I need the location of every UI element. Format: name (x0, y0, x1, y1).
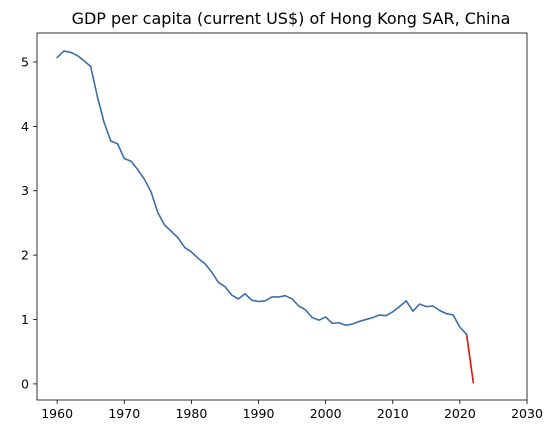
x-tick-label: 1960 (41, 406, 73, 421)
x-tick-label: 2020 (444, 406, 476, 421)
x-tick-label: 2010 (377, 406, 409, 421)
y-tick-label: 0 (21, 376, 29, 391)
y-tick-label: 5 (21, 54, 29, 69)
y-tick-label: 4 (21, 119, 29, 134)
series-line-0 (56, 50, 468, 336)
series-line-1 (465, 333, 475, 384)
y-tick-label: 3 (21, 183, 29, 198)
plot-frame (36, 32, 528, 401)
plot-area: 1960 1970 1980 1990 2000 2010 2020 2030 0 1 2 3 4 5 (21, 32, 543, 421)
chart-title: GDP per capita (current US$) of Hong Kon… (72, 9, 511, 28)
x-tick-label: 1970 (108, 406, 140, 421)
x-tick-label: 2000 (310, 406, 342, 421)
x-tick-label: 2030 (511, 406, 543, 421)
y-tick-label: 2 (21, 248, 29, 263)
x-tick-label: 1980 (175, 406, 207, 421)
x-tick-label: 1990 (243, 406, 275, 421)
y-tick-label: 1 (21, 312, 29, 327)
